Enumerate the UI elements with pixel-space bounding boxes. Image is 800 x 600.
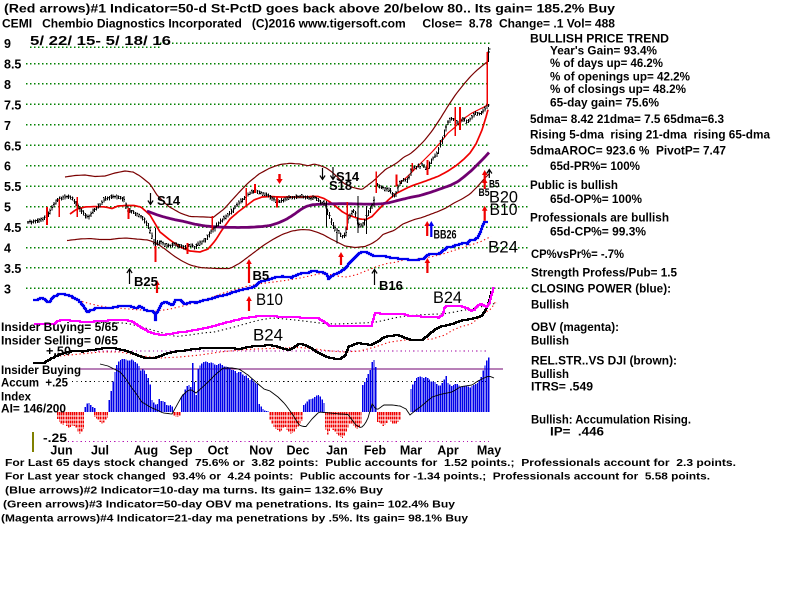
svg-text:CEMI Chembio Diagnostics Inc: CEMI Chembio Diagnostics Incorporated (C… [2,17,615,31]
svg-text:% of closings up= 48.2%: % of closings up= 48.2% [550,82,686,96]
svg-text:7: 7 [4,119,11,133]
svg-text:CP%vsPr%= -.7%: CP%vsPr%= -.7% [531,247,624,261]
svg-text:4: 4 [4,242,11,256]
svg-text:S18: S18 [329,178,352,193]
svg-text:5dmaAROC= 923.6 % PivotP= 7.4: 5dmaAROC= 923.6 % PivotP= 7.47 [530,144,726,158]
svg-text:+.50: +.50 [46,344,71,358]
svg-text:Jan: Jan [326,444,348,458]
svg-text:For Last year stock changed 9: For Last year stock changed 93.4% or 4.2… [5,471,710,483]
svg-text:3.5: 3.5 [4,262,21,276]
svg-text:S14: S14 [336,169,360,184]
svg-text:Bullish: Bullish [531,298,569,312]
svg-text:Strength Profess/Pub= 1.5: Strength Profess/Pub= 1.5 [531,266,677,280]
svg-text:Aug: Aug [134,444,158,458]
svg-text:(Green arrows)#3 Indicator=50-: (Green arrows)#3 Indicator=50-day OBV ma… [3,498,455,510]
svg-text:B24: B24 [488,238,518,257]
svg-text:65-day gain= 75.6%: 65-day gain= 75.6% [550,96,659,110]
svg-text:Sep: Sep [170,444,193,458]
svg-text:3: 3 [4,282,11,296]
svg-text:REL.STR..VS DJI (brown):: REL.STR..VS DJI (brown): [531,354,677,368]
svg-text:Rising 5-dma rising 21-dma r: Rising 5-dma rising 21-dma rising 65-dma [530,128,770,142]
svg-text:Accum +.25: Accum +.25 [1,378,69,390]
svg-text:B10: B10 [256,290,283,309]
svg-text:Apr: Apr [437,444,459,458]
svg-text:% of days up= 46.2%: % of days up= 46.2% [550,56,663,70]
svg-text:5: 5 [4,201,11,215]
svg-text:4.5: 4.5 [4,221,21,235]
svg-text:6.5: 6.5 [4,139,21,153]
svg-text:(Red arrows)#1 Indicator=50-d: (Red arrows)#1 Indicator=50-d St-PctD go… [4,2,615,16]
svg-text:Nov: Nov [249,444,273,458]
svg-text:5dma= 8.42 21dma= 7.5 65dma=6.: 5dma= 8.42 21dma= 7.5 65dma=6.3 [530,112,724,126]
svg-text:ITRS= .549: ITRS= .549 [531,380,593,394]
svg-text:65d-CP%= 99.3%: 65d-CP%= 99.3% [550,225,646,239]
svg-text:Oct: Oct [208,444,230,458]
svg-text:(Blue arrows)#2 Indicator=10-d: (Blue arrows)#2 Indicator=10-day ma turn… [5,485,383,497]
svg-text:B25: B25 [134,274,158,289]
svg-text:7.5: 7.5 [4,98,21,112]
svg-text:BB26: BB26 [434,230,457,242]
svg-text:(Magenta arrows)#4 Indicator=2: (Magenta arrows)#4 Indicator=21-day ma p… [1,512,468,524]
svg-text:Jul: Jul [91,444,109,458]
svg-text:Insider Buying: Insider Buying [1,365,81,377]
svg-text:9: 9 [4,37,11,51]
svg-text:For Last 65 days stock changed: For Last 65 days stock changed 75.6% or … [5,457,736,469]
svg-text:B5: B5 [489,179,500,191]
svg-text:65d-PR%= 100%: 65d-PR%= 100% [550,159,640,173]
svg-text:8: 8 [4,78,11,92]
svg-text:B24: B24 [433,288,462,307]
svg-text:Public is bullish: Public is bullish [530,178,618,192]
svg-text:Insider Selling= 0/65: Insider Selling= 0/65 [1,336,119,348]
svg-text:65d-OP%= 100%: 65d-OP%= 100% [550,192,642,206]
svg-text:BULLISH PRICE TREND: BULLISH PRICE TREND [530,32,669,46]
svg-text:-.25: -.25 [43,431,67,445]
svg-text:6: 6 [4,160,11,174]
svg-text:Bullish: Accumulation Rising.: Bullish: Accumulation Rising. [531,413,691,427]
svg-text:Index: Index [1,392,32,404]
svg-text:AI= 146/200: AI= 146/200 [1,404,66,416]
svg-text:B20: B20 [489,188,518,207]
svg-text:Dec: Dec [287,444,310,458]
svg-text:Insider Buying= 5/65: Insider Buying= 5/65 [1,322,119,334]
svg-text:S14: S14 [157,193,181,208]
svg-text:May: May [477,444,501,458]
svg-text:Feb: Feb [364,444,387,458]
svg-text:Mar: Mar [400,444,422,458]
svg-text:CLOSING POWER (blue):: CLOSING POWER (blue): [531,282,671,296]
svg-text:Year's Gain= 93.4%: Year's Gain= 93.4% [550,44,657,58]
svg-text:OBV (magenta):: OBV (magenta): [531,320,619,334]
svg-text:5.5: 5.5 [4,180,21,194]
svg-text:% of openings up= 42.2%: % of openings up= 42.2% [550,70,690,84]
svg-text:5/ 22/ 15- 5/ 18/ 16: 5/ 22/ 15- 5/ 18/ 16 [30,34,171,48]
svg-text:B10: B10 [490,200,518,219]
svg-text:Jun: Jun [50,444,72,458]
svg-text:Professionals are bullish: Professionals are bullish [530,211,669,225]
svg-text:B24: B24 [253,326,283,345]
svg-text:B16: B16 [379,278,403,293]
svg-text:Bullish: Bullish [531,367,569,381]
svg-text:Bullish: Bullish [531,334,569,348]
svg-text:B5: B5 [253,268,270,283]
svg-text:IP= .446: IP= .446 [550,425,604,439]
svg-text:8.5: 8.5 [4,57,21,71]
svg-text:B5: B5 [479,187,490,199]
